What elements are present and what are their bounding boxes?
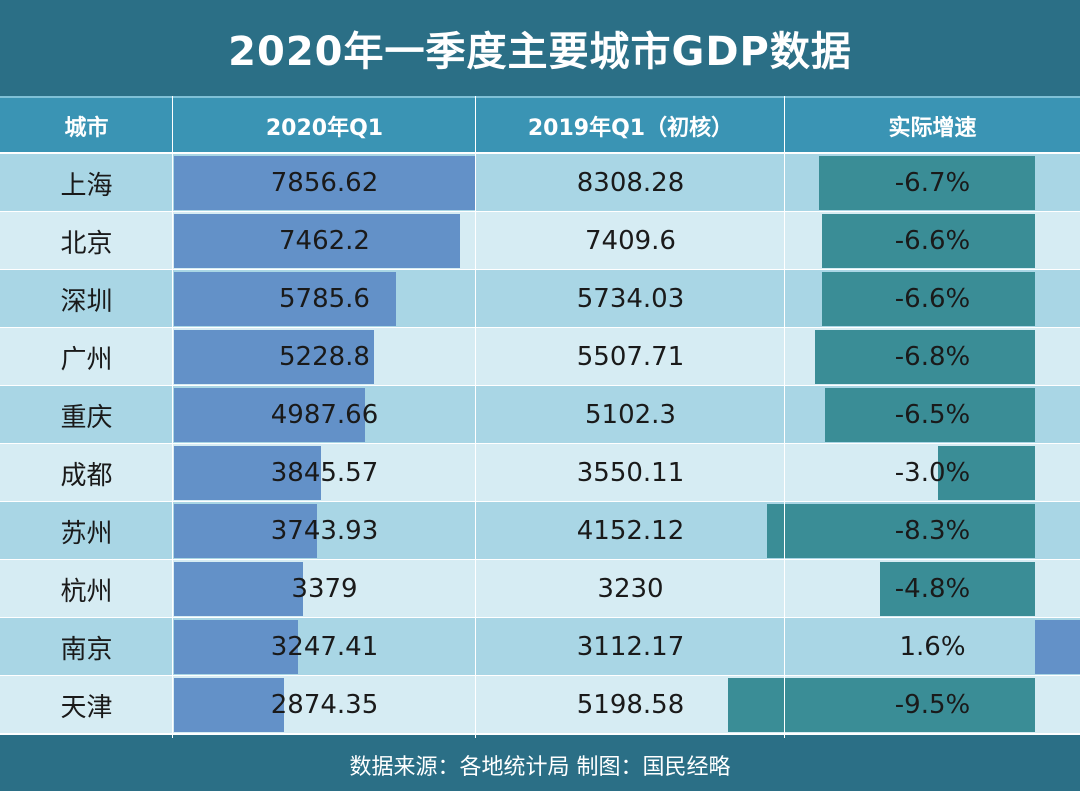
gdp-2020-bar xyxy=(174,156,475,210)
growth-cell: -8.3% xyxy=(894,516,971,546)
growth-bar xyxy=(1035,620,1080,674)
growth-bar xyxy=(821,214,1035,268)
city-cell: 重庆 xyxy=(60,402,113,433)
city-cell: 上海 xyxy=(60,170,113,201)
growth-bar xyxy=(821,272,1035,326)
row-divider xyxy=(0,733,1080,735)
gdp-2019q1-cell: 8308.28 xyxy=(576,168,685,198)
source-footer: 数据来源：各地统计局 制图：国民经略 xyxy=(0,738,1080,791)
growth-cell: -9.5% xyxy=(894,690,971,720)
gdp-2019q1-cell: 5198.58 xyxy=(576,690,685,720)
header-2019q1: 2019年Q1（初核） xyxy=(527,116,734,141)
growth-bar xyxy=(815,330,1035,384)
growth-cell: -6.6% xyxy=(894,284,971,314)
gdp-2019q1-cell: 3550.11 xyxy=(576,458,685,488)
city-cell: 南京 xyxy=(60,634,113,665)
table-row: 杭州 3379 3230 -4.8% xyxy=(0,560,1080,618)
growth-cell: 1.6% xyxy=(899,632,966,662)
chart-title: 2020年一季度主要城市GDP数据 xyxy=(228,29,852,75)
gdp-2020-bar xyxy=(174,504,318,558)
header-growth: 实际增速 xyxy=(888,116,977,141)
growth-cell: -3.0% xyxy=(894,458,971,488)
growth-bar xyxy=(879,562,1035,616)
gdp-2019q1-cell: 4152.12 xyxy=(576,516,685,546)
gdp-2019q1-cell: 7409.6 xyxy=(585,226,676,256)
growth-bar xyxy=(728,678,1035,732)
gdp-2020-bar xyxy=(174,214,460,268)
column-divider xyxy=(784,96,785,738)
growth-cell: -6.5% xyxy=(894,400,971,430)
growth-cell: -6.6% xyxy=(894,226,971,256)
gdp-2019q1-cell: 5507.71 xyxy=(576,342,685,372)
table-row: 南京 3247.41 3112.17 1.6% xyxy=(0,618,1080,676)
gdp-2020q1-cell: 7462.2 xyxy=(279,226,370,256)
table-row: 北京 7462.2 7409.6 -6.6% xyxy=(0,212,1080,270)
table-row: 上海 7856.62 8308.28 -6.7% xyxy=(0,154,1080,212)
table-row: 深圳 5785.6 5734.03 -6.6% xyxy=(0,270,1080,328)
gdp-2020-bar xyxy=(174,272,396,326)
table-header: 城市 2020年Q1 2019年Q1（初核） 实际增速 xyxy=(0,96,1080,154)
gdp-2020-bar xyxy=(174,562,304,616)
gdp-2019q1-cell: 3230 xyxy=(597,574,664,604)
gdp-2020q1-cell: 2874.35 xyxy=(270,690,379,720)
growth-bar xyxy=(938,446,1035,500)
city-cell: 北京 xyxy=(60,228,113,259)
table-row: 天津 2874.35 5198.58 -9.5% xyxy=(0,676,1080,734)
city-cell: 苏州 xyxy=(60,518,113,549)
city-cell: 成都 xyxy=(60,460,113,491)
gdp-2020q1-cell: 3743.93 xyxy=(270,516,379,546)
gdp-2020-bar xyxy=(174,678,285,732)
column-divider xyxy=(475,96,476,738)
growth-bar xyxy=(818,156,1035,210)
gdp-2020-bar xyxy=(174,446,322,500)
city-cell: 天津 xyxy=(60,692,113,723)
gdp-2020-bar xyxy=(174,620,299,674)
city-cell: 广州 xyxy=(60,344,113,375)
table-row: 广州 5228.8 5507.71 -6.8% xyxy=(0,328,1080,386)
header-city: 城市 xyxy=(64,116,109,141)
gdp-2020q1-cell: 7856.62 xyxy=(270,168,379,198)
city-cell: 杭州 xyxy=(60,576,113,607)
column-divider xyxy=(172,96,173,738)
gdp-2019q1-cell: 3112.17 xyxy=(576,632,685,662)
gdp-2020q1-cell: 3845.57 xyxy=(270,458,379,488)
growth-cell: -6.8% xyxy=(894,342,971,372)
growth-cell: -4.8% xyxy=(894,574,971,604)
growth-cell: -6.7% xyxy=(894,168,971,198)
gdp-2020-bar xyxy=(174,330,375,384)
gdp-2020-bar xyxy=(174,388,366,442)
growth-bar xyxy=(766,504,1035,558)
gdp-2020q1-cell: 5228.8 xyxy=(279,342,370,372)
city-cell: 深圳 xyxy=(60,286,113,317)
gdp-2020q1-cell: 5785.6 xyxy=(279,284,370,314)
gdp-2020q1-cell: 3379 xyxy=(291,574,358,604)
table-row: 成都 3845.57 3550.11 -3.0% xyxy=(0,444,1080,502)
gdp-2019q1-cell: 5102.3 xyxy=(585,400,676,430)
table-row: 苏州 3743.93 4152.12 -8.3% xyxy=(0,502,1080,560)
header-2020q1: 2020年Q1 xyxy=(265,116,384,141)
gdp-2020q1-cell: 4987.66 xyxy=(270,400,379,430)
gdp-2020q1-cell: 3247.41 xyxy=(270,632,379,662)
growth-bar xyxy=(825,388,1035,442)
gdp-2019q1-cell: 5734.03 xyxy=(576,284,685,314)
table-row: 重庆 4987.66 5102.3 -6.5% xyxy=(0,386,1080,444)
